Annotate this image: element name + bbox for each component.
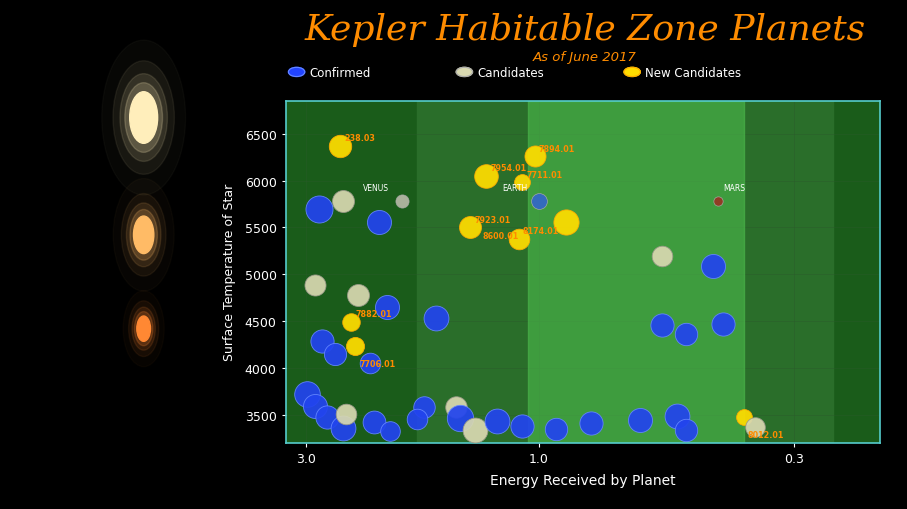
- Circle shape: [113, 62, 174, 175]
- Point: [748, 423, 763, 431]
- Point: [678, 330, 693, 338]
- Point: [549, 425, 563, 433]
- X-axis label: Energy Received by Planet: Energy Received by Planet: [490, 473, 676, 487]
- Point: [372, 218, 386, 227]
- Point: [315, 337, 329, 345]
- Bar: [416, 102, 833, 443]
- Text: Candidates: Candidates: [477, 67, 544, 80]
- Circle shape: [130, 210, 158, 261]
- Point: [300, 390, 315, 399]
- Point: [710, 198, 725, 206]
- Text: 8174.01: 8174.01: [522, 227, 559, 236]
- Circle shape: [133, 217, 154, 254]
- Circle shape: [126, 204, 161, 267]
- Text: MARS: MARS: [723, 184, 746, 193]
- Text: 7711.01: 7711.01: [527, 171, 562, 180]
- Circle shape: [137, 317, 151, 342]
- Text: As of June 2017: As of June 2017: [533, 51, 637, 64]
- Point: [395, 198, 409, 206]
- Point: [307, 402, 322, 410]
- Point: [489, 417, 503, 426]
- Point: [515, 179, 530, 187]
- Point: [312, 205, 327, 213]
- Text: VENUS: VENUS: [363, 184, 389, 193]
- Point: [333, 143, 347, 151]
- Point: [463, 224, 478, 232]
- Point: [716, 320, 730, 328]
- Point: [307, 282, 322, 290]
- Text: 8012.01: 8012.01: [748, 430, 785, 439]
- Point: [339, 410, 354, 418]
- Point: [336, 197, 350, 206]
- Point: [344, 318, 358, 326]
- Point: [347, 343, 362, 351]
- Point: [363, 359, 377, 367]
- Point: [319, 413, 334, 421]
- Point: [409, 415, 424, 423]
- Point: [654, 253, 668, 261]
- Point: [453, 414, 467, 422]
- Text: 238.03: 238.03: [345, 134, 375, 143]
- Text: Kepler Habitable Zone Planets: Kepler Habitable Zone Planets: [305, 13, 865, 47]
- Point: [527, 153, 541, 161]
- Point: [706, 262, 720, 270]
- Circle shape: [132, 307, 155, 351]
- Circle shape: [120, 74, 168, 162]
- Point: [448, 403, 463, 411]
- Point: [383, 428, 397, 436]
- Circle shape: [125, 83, 162, 153]
- Y-axis label: Surface Temperature of Star: Surface Temperature of Star: [223, 184, 237, 361]
- Text: 8600.01: 8600.01: [483, 232, 519, 241]
- Circle shape: [122, 194, 166, 276]
- Point: [336, 424, 350, 432]
- Text: 7954.01: 7954.01: [491, 164, 527, 173]
- Text: 7894.01: 7894.01: [539, 145, 575, 153]
- Text: Confirmed: Confirmed: [309, 67, 371, 80]
- Point: [670, 413, 685, 421]
- Point: [479, 173, 493, 181]
- Point: [678, 426, 693, 434]
- Point: [654, 321, 668, 329]
- Circle shape: [129, 301, 159, 357]
- Point: [633, 416, 648, 425]
- Bar: [529, 102, 744, 443]
- Point: [532, 198, 546, 206]
- Point: [350, 291, 365, 299]
- Point: [379, 303, 394, 312]
- Circle shape: [130, 93, 158, 144]
- Point: [559, 218, 573, 227]
- Point: [327, 350, 342, 358]
- Text: New Candidates: New Candidates: [645, 67, 741, 80]
- Text: EARTH: EARTH: [502, 184, 528, 193]
- Point: [515, 422, 530, 430]
- Point: [429, 315, 444, 323]
- Point: [416, 403, 431, 411]
- Point: [584, 419, 599, 427]
- Point: [512, 235, 526, 243]
- Point: [736, 413, 751, 421]
- Text: 7882.01: 7882.01: [356, 310, 392, 319]
- Text: 7706.01: 7706.01: [359, 359, 395, 368]
- Text: 7923.01: 7923.01: [474, 215, 511, 224]
- Point: [468, 426, 483, 434]
- Circle shape: [134, 312, 153, 346]
- Point: [366, 418, 381, 427]
